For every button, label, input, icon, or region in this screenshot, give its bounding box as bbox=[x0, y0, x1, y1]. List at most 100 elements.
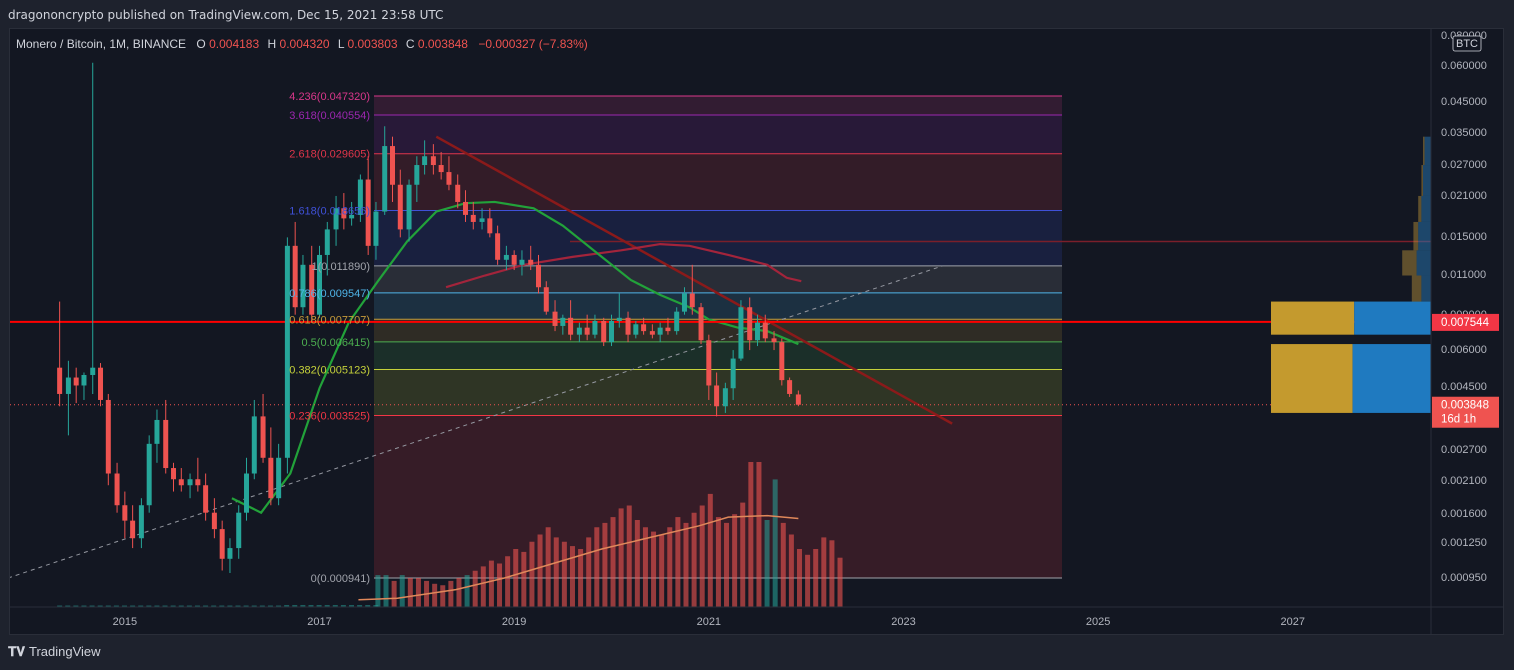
candle-body bbox=[754, 322, 760, 341]
volume-bar bbox=[764, 520, 770, 607]
chart-panel[interactable]: 4.236(0.047320) 3.618(0.040554) 2.618(0.02… bbox=[7, 28, 1504, 635]
volume-bar bbox=[105, 605, 111, 607]
volume-bar bbox=[569, 546, 575, 607]
volume-profile-bar bbox=[1416, 250, 1431, 276]
candle-body bbox=[138, 505, 144, 539]
candle-body bbox=[122, 505, 128, 521]
candle-body bbox=[105, 399, 111, 474]
fib-band bbox=[374, 210, 1062, 266]
volume-bar bbox=[748, 462, 754, 607]
time-tick-label: 2021 bbox=[697, 616, 721, 628]
candle-body bbox=[535, 264, 541, 288]
price-tick-label: 0.004500 bbox=[1441, 381, 1487, 393]
volume-bar bbox=[675, 517, 681, 607]
volume-profile-bar bbox=[1418, 195, 1422, 222]
candle-body bbox=[276, 457, 282, 499]
candle-body bbox=[608, 320, 614, 343]
candle-body bbox=[309, 264, 315, 315]
volume-bar bbox=[472, 570, 478, 607]
fib-band bbox=[374, 341, 1062, 370]
candle-body bbox=[576, 327, 582, 335]
volume-bar bbox=[594, 527, 600, 607]
candle-body bbox=[324, 229, 330, 255]
volume-bar bbox=[545, 527, 551, 607]
volume-bar bbox=[805, 554, 811, 607]
candle-body bbox=[592, 320, 598, 335]
volume-bar bbox=[365, 605, 371, 607]
volume-profile-bar bbox=[1354, 301, 1431, 335]
candle-body bbox=[414, 165, 420, 185]
volume-bar bbox=[219, 605, 225, 607]
candle-body bbox=[689, 293, 695, 308]
candle-body bbox=[178, 479, 184, 486]
volume-bar bbox=[65, 605, 71, 607]
candle-body bbox=[382, 146, 388, 212]
svg-text:Monero / Bitcoin, 1M, BINANCE: Monero / Bitcoin, 1M, BINANCE O 0.004183… bbox=[16, 37, 588, 51]
volume-bar bbox=[586, 537, 592, 607]
candle-body bbox=[479, 218, 485, 222]
volume-bar bbox=[578, 549, 584, 607]
volume-bar bbox=[332, 605, 338, 607]
volume-bar bbox=[464, 575, 470, 607]
candle-body bbox=[787, 380, 793, 394]
candle-body bbox=[349, 214, 355, 219]
unit-badge bbox=[1452, 35, 1482, 52]
candle-body bbox=[365, 179, 371, 246]
candle-body bbox=[519, 259, 525, 265]
time-tick-label: 2023 bbox=[891, 616, 915, 628]
publish-info: dragononcrypto published on TradingView.… bbox=[8, 8, 444, 22]
candle-body bbox=[552, 311, 558, 326]
candle-body bbox=[455, 184, 461, 202]
candle-body bbox=[543, 287, 549, 312]
volume-bar bbox=[300, 605, 306, 607]
price-tick-label: 0.001250 bbox=[1441, 537, 1487, 549]
volume-bar bbox=[130, 605, 136, 607]
volume-bar bbox=[81, 605, 87, 607]
candle-body bbox=[706, 340, 712, 386]
candle-body bbox=[203, 485, 209, 513]
price-tick-label: 0.002100 bbox=[1441, 475, 1487, 487]
price-axis: 0.0800000.0600000.0450000.0350000.027000… bbox=[1430, 29, 1503, 634]
candle-body bbox=[495, 233, 501, 260]
volume-bar bbox=[357, 605, 363, 607]
volume-bar bbox=[626, 505, 632, 607]
fib-bands bbox=[374, 95, 1062, 579]
volume-profile-bar bbox=[1413, 221, 1419, 251]
candle-body bbox=[130, 520, 136, 539]
volume-bar bbox=[740, 502, 746, 607]
fib-label: 1.618(0.018656) bbox=[289, 206, 370, 218]
candle-body bbox=[373, 211, 379, 246]
fib-label: 1(0.011890) bbox=[311, 261, 370, 273]
legend-change: −0.000327 (−7.83%) bbox=[478, 37, 587, 51]
volume-bar bbox=[383, 575, 389, 607]
candle-body bbox=[244, 473, 250, 513]
candle-body bbox=[227, 548, 233, 559]
candle-body bbox=[503, 254, 509, 260]
candle-body bbox=[341, 208, 347, 219]
volume-profile-bar bbox=[1271, 344, 1353, 413]
volume-bar bbox=[659, 534, 665, 607]
candle-body bbox=[714, 385, 720, 407]
tradingview-logo-icon: 𝐓𝐕 bbox=[8, 644, 25, 659]
volume-profile bbox=[1271, 136, 1431, 413]
volume-bars bbox=[57, 462, 843, 607]
fib-label: 0.382(0.005123) bbox=[289, 365, 370, 377]
volume-bar bbox=[186, 605, 192, 607]
volume-bar bbox=[211, 605, 217, 607]
price-tick-label: 0.060000 bbox=[1441, 60, 1487, 72]
time-tick-label: 2015 bbox=[113, 616, 137, 628]
fib-band bbox=[374, 114, 1062, 154]
fib-label: 0.236(0.003525) bbox=[289, 411, 370, 423]
candle-body bbox=[762, 322, 768, 339]
candle-body bbox=[187, 479, 193, 486]
price-tick-label: 0.006000 bbox=[1441, 344, 1487, 356]
candle-body bbox=[300, 264, 306, 308]
candles bbox=[57, 62, 801, 574]
fib-label: 3.618(0.040554) bbox=[289, 110, 370, 122]
price-chart[interactable]: 4.236(0.047320) 3.618(0.040554) 2.618(0.02… bbox=[7, 29, 1503, 634]
volume-bar bbox=[227, 605, 233, 607]
candle-body bbox=[625, 317, 631, 335]
tradingview-brand[interactable]: 𝐓𝐕 TradingView bbox=[8, 644, 101, 660]
candle-body bbox=[633, 324, 639, 335]
candle-body bbox=[747, 307, 753, 341]
